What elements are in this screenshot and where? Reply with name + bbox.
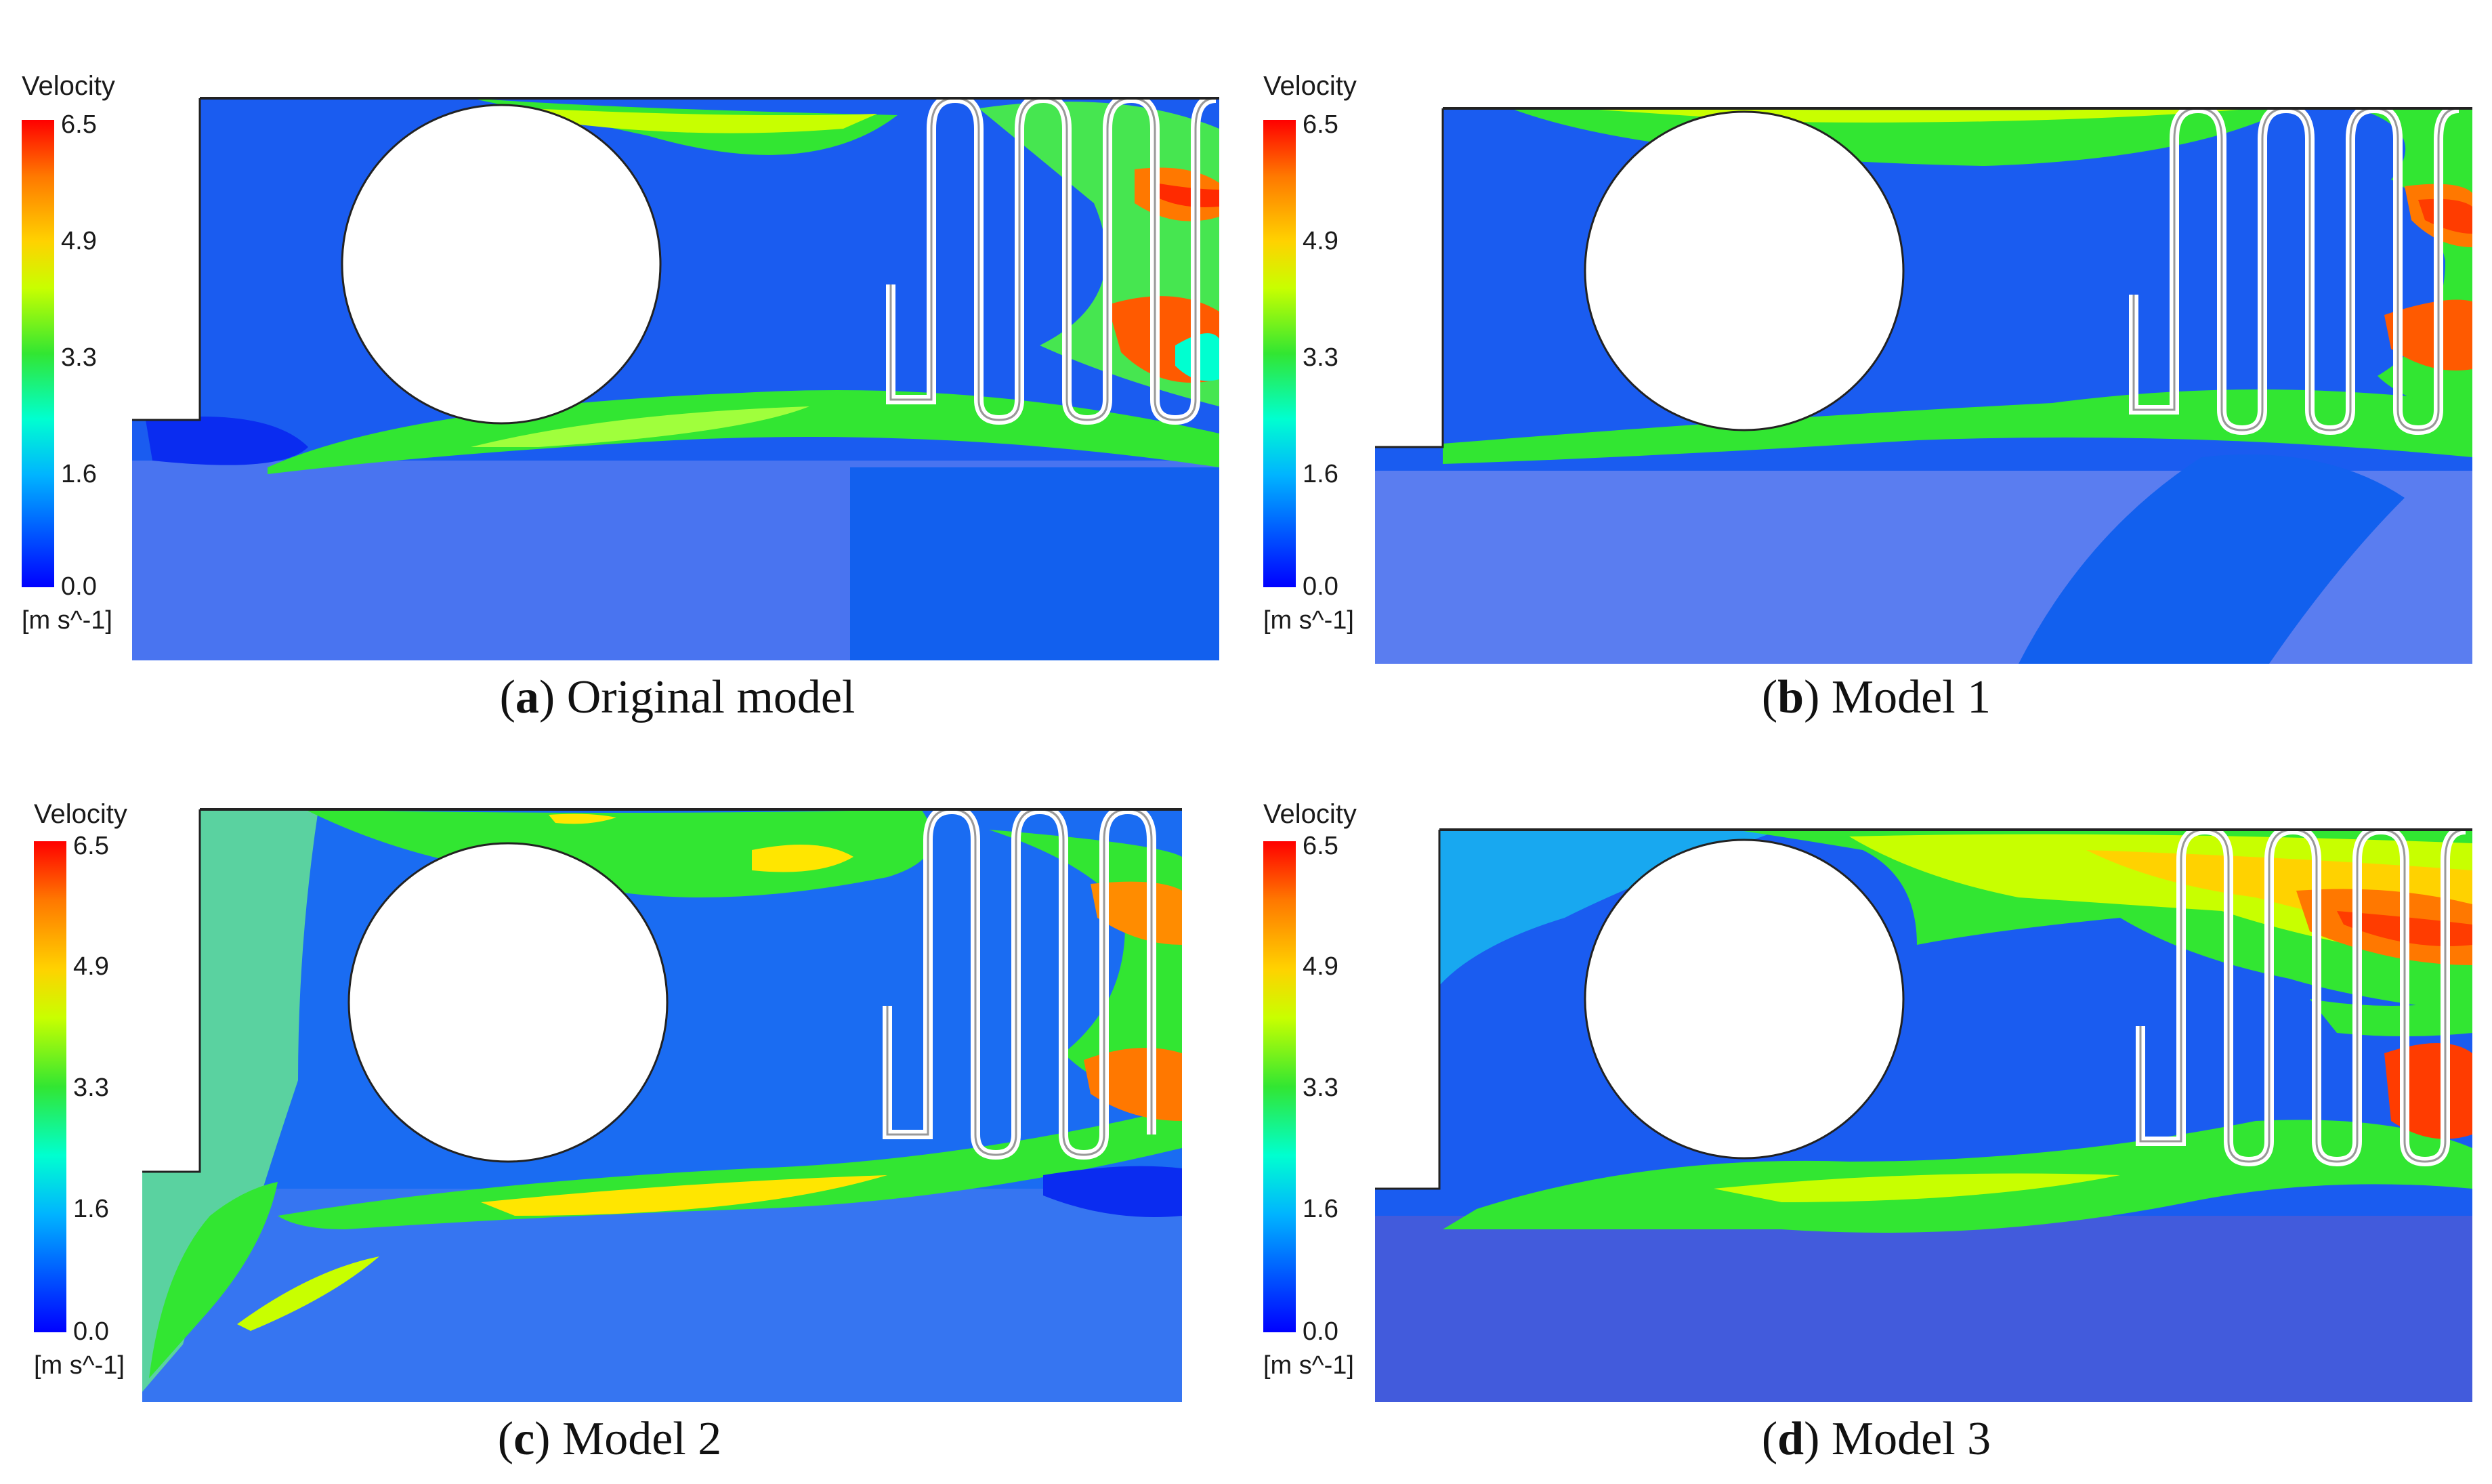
- caption-d: (d) Model 3: [1761, 1413, 1991, 1465]
- legend-unit: [m s^-1]: [1263, 606, 1354, 635]
- colorbar: [34, 841, 66, 1332]
- tick-6-5: 6.5: [61, 110, 97, 139]
- tick-0-0: 0.0: [1303, 1317, 1338, 1346]
- tick-4-9: 4.9: [1303, 227, 1338, 255]
- colorbar: [1263, 841, 1296, 1332]
- tick-4-9: 4.9: [61, 227, 97, 255]
- tick-6-5: 6.5: [73, 832, 109, 860]
- legend-title: Velocity: [34, 799, 127, 829]
- tick-4-9: 4.9: [73, 952, 109, 981]
- tick-0-0: 0.0: [61, 572, 97, 601]
- caption-a: (a) Original model: [499, 671, 856, 723]
- tick-4-9: 4.9: [1303, 952, 1338, 981]
- legend-unit: [m s^-1]: [34, 1351, 125, 1380]
- tick-0-0: 0.0: [1303, 572, 1338, 601]
- colorbar: [22, 120, 54, 587]
- tick-1-6: 1.6: [1303, 1195, 1338, 1223]
- tick-3-3: 3.3: [73, 1074, 109, 1102]
- tick-6-5: 6.5: [1303, 832, 1338, 860]
- legend-title: Velocity: [1263, 71, 1357, 101]
- legend-unit: [m s^-1]: [22, 606, 112, 635]
- velocity-contour-plot: [132, 27, 1219, 660]
- caption-c: (c) Model 2: [497, 1413, 722, 1465]
- velocity-contour-plot: [142, 742, 1182, 1402]
- tick-1-6: 1.6: [73, 1195, 109, 1223]
- velocity-contour-plot: [1375, 742, 2472, 1402]
- tick-3-3: 3.3: [1303, 1074, 1338, 1102]
- tick-6-5: 6.5: [1303, 110, 1338, 139]
- legend-title: Velocity: [22, 71, 115, 101]
- tick-0-0: 0.0: [73, 1317, 109, 1346]
- velocity-contour-plot: [1375, 24, 2472, 664]
- tick-3-3: 3.3: [1303, 343, 1338, 372]
- legend-title: Velocity: [1263, 799, 1357, 829]
- colorbar: [1263, 120, 1296, 587]
- tick-1-6: 1.6: [1303, 460, 1338, 488]
- tick-3-3: 3.3: [61, 343, 97, 372]
- legend-unit: [m s^-1]: [1263, 1351, 1354, 1380]
- tick-1-6: 1.6: [61, 460, 97, 488]
- caption-b: (b) Model 1: [1761, 671, 1991, 723]
